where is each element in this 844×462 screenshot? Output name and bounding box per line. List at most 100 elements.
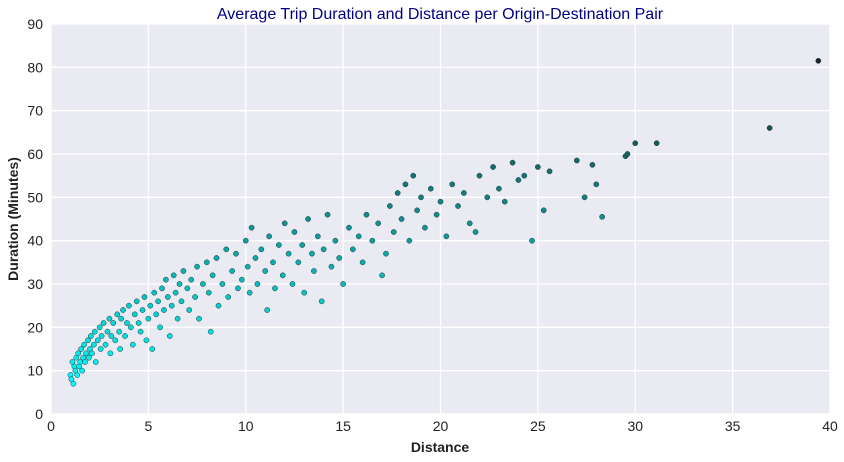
data-point [244, 263, 251, 270]
y-tick-label: 50 [27, 189, 43, 205]
data-point [309, 250, 315, 257]
data-point [147, 302, 154, 309]
data-point [239, 276, 245, 283]
data-point [355, 233, 362, 240]
data-point [281, 220, 288, 227]
x-tick-label: 30 [627, 418, 643, 434]
data-point [248, 224, 255, 231]
data-point [223, 246, 230, 253]
data-point [145, 315, 152, 322]
data-point [82, 359, 88, 365]
data-point [137, 328, 144, 335]
data-point [262, 268, 269, 274]
data-point [116, 328, 123, 335]
data-point [86, 354, 92, 361]
y-tick-label: 90 [27, 16, 43, 32]
data-point [289, 281, 296, 287]
data-point [272, 285, 278, 292]
data-point [166, 333, 173, 339]
data-point [246, 289, 253, 296]
data-point [320, 246, 327, 253]
data-point [83, 350, 89, 357]
data-point [406, 237, 413, 244]
chart-title: Average Trip Duration and Distance per O… [217, 6, 664, 23]
data-point [194, 263, 200, 270]
data-point [581, 194, 588, 201]
data-point [70, 380, 77, 387]
data-point [161, 307, 167, 313]
data-point [176, 281, 183, 287]
data-point [184, 285, 191, 292]
y-tick-label: 60 [27, 146, 43, 162]
data-point [118, 315, 124, 322]
x-tick-label: 5 [144, 418, 152, 434]
y-tick-label: 30 [27, 276, 43, 292]
data-point [414, 207, 420, 214]
y-tick-label: 80 [27, 59, 43, 75]
data-point [379, 272, 385, 279]
data-point [139, 307, 146, 313]
data-point [314, 233, 321, 240]
data-point [133, 298, 140, 305]
data-point [178, 298, 185, 305]
data-point [108, 333, 115, 339]
data-point [653, 140, 660, 147]
data-point [573, 157, 580, 164]
x-tick-label: 0 [47, 418, 55, 434]
data-point [398, 216, 405, 222]
data-point [299, 242, 306, 248]
data-point [515, 177, 522, 183]
data-point [98, 333, 105, 339]
data-point [159, 285, 165, 292]
data-point [387, 203, 393, 209]
data-point [242, 237, 249, 244]
data-point [75, 350, 82, 357]
data-point [350, 246, 356, 253]
data-point [476, 172, 483, 179]
data-point [203, 259, 210, 266]
x-tick-label: 25 [530, 418, 546, 434]
data-point [490, 164, 496, 170]
data-point [443, 233, 450, 240]
data-point [324, 211, 331, 218]
data-point [359, 259, 366, 266]
data-point [254, 281, 261, 287]
data-point [427, 185, 434, 192]
y-tick-label: 40 [27, 233, 43, 249]
data-point [143, 337, 150, 344]
data-point [100, 320, 107, 326]
data-point [402, 181, 409, 188]
data-point [122, 333, 128, 339]
data-point [501, 198, 508, 205]
data-point [85, 337, 91, 344]
data-point [97, 346, 104, 352]
data-point [209, 272, 216, 279]
data-point [624, 151, 631, 157]
data-point [106, 315, 113, 322]
data-point [90, 341, 97, 348]
data-point [186, 307, 193, 313]
data-point [92, 359, 99, 365]
data-point [91, 328, 98, 335]
y-tick-labels: 0 10 20 30 40 50 60 70 80 90 [27, 16, 43, 422]
data-point [124, 320, 130, 326]
data-point [157, 324, 163, 331]
data-point [264, 307, 271, 313]
data-point [301, 289, 308, 296]
data-point [188, 276, 195, 283]
data-point [207, 328, 214, 335]
x-tick-label: 15 [335, 418, 351, 434]
data-point [205, 289, 212, 296]
data-point [172, 289, 179, 296]
y-tick-label: 20 [27, 319, 43, 335]
data-point [165, 294, 171, 300]
data-point [340, 281, 346, 287]
data-point [369, 237, 376, 244]
data-point [291, 229, 298, 235]
data-point [107, 350, 114, 357]
data-point [279, 272, 286, 279]
data-point [89, 350, 95, 357]
data-point [180, 268, 187, 274]
data-point [219, 281, 226, 287]
